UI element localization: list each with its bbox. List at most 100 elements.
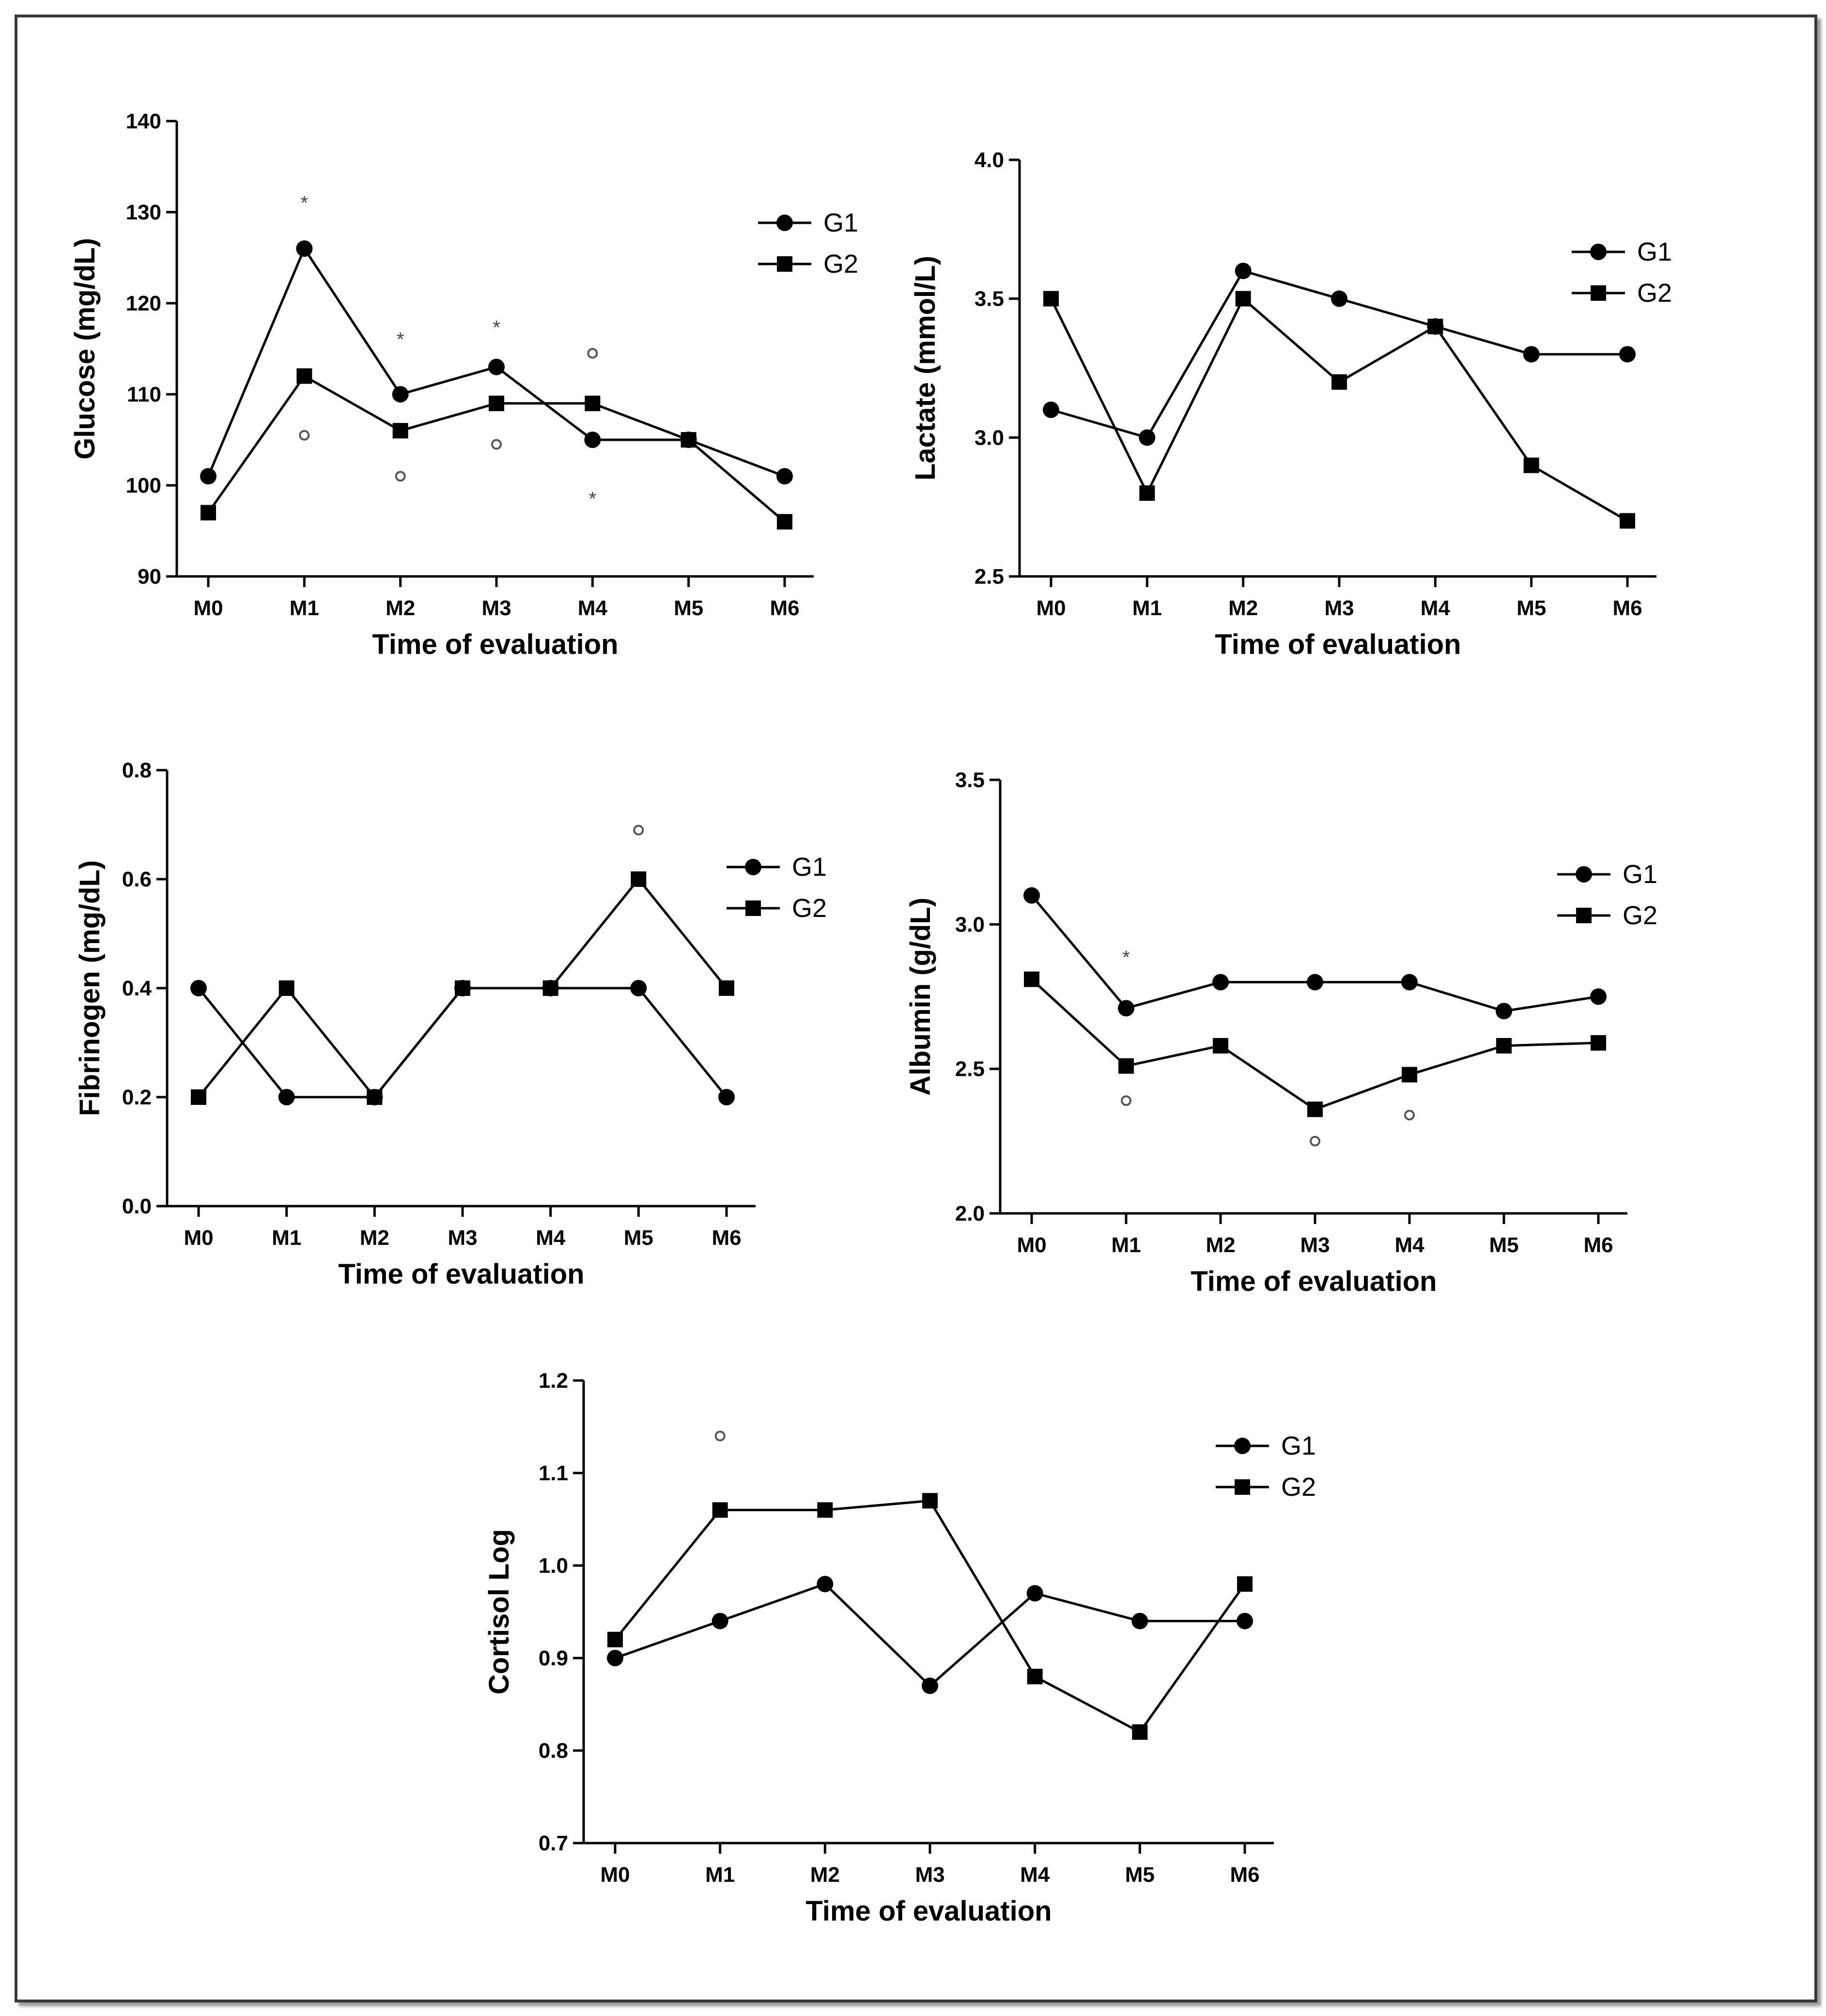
marker-g1 <box>630 980 647 996</box>
x-tick-label: M4 <box>536 1226 566 1250</box>
y-tick-label: 120 <box>126 292 161 315</box>
x-tick-label: M3 <box>915 1863 944 1887</box>
x-tick-label: M1 <box>1132 596 1162 620</box>
marker-g2 <box>712 1502 728 1518</box>
marker-g1 <box>1043 402 1059 418</box>
legend-marker <box>1590 244 1607 260</box>
y-tick-label: 100 <box>126 474 161 497</box>
x-tick-label: M2 <box>1206 1233 1235 1257</box>
x-tick-label: M3 <box>481 596 511 620</box>
x-tick-label: M6 <box>770 596 799 620</box>
marker-g2 <box>777 514 792 530</box>
legend-marker <box>745 859 761 875</box>
marker-g2 <box>607 1631 623 1647</box>
x-tick-label: M0 <box>1036 596 1066 620</box>
marker-g2 <box>392 423 408 439</box>
x-tick-label: M3 <box>448 1226 477 1250</box>
marker-g1 <box>200 468 217 485</box>
marker-g2 <box>489 395 504 411</box>
marker-g2 <box>279 980 294 996</box>
x-tick-label: M3 <box>1324 596 1354 620</box>
y-tick-label: 3.0 <box>975 426 1004 450</box>
legend-label: G1 <box>823 208 858 237</box>
x-tick-label: M1 <box>1111 1233 1141 1257</box>
x-tick-label: M5 <box>674 596 703 620</box>
marker-g1 <box>392 386 409 403</box>
marker-g2 <box>631 871 647 887</box>
series-line-g2 <box>614 1499 1246 1734</box>
y-tick-label: 0.0 <box>122 1194 152 1218</box>
marker-g2 <box>1027 1669 1043 1685</box>
marker-g1 <box>278 1089 295 1105</box>
legend-label: G2 <box>1623 901 1657 930</box>
annotation-degree <box>1121 1095 1131 1106</box>
y-tick-label: 3.5 <box>975 287 1004 311</box>
marker-g1 <box>190 980 207 996</box>
marker-g1 <box>1118 1000 1134 1017</box>
x-tick-label: M0 <box>193 596 223 620</box>
marker-g1 <box>584 432 601 448</box>
marker-g1 <box>1590 988 1607 1005</box>
marker-g1 <box>1139 429 1156 446</box>
y-tick-label: 2.0 <box>955 1202 985 1225</box>
annotation-asterisk: * <box>301 192 309 214</box>
marker-g1 <box>1401 974 1418 991</box>
chart-5: 0.7 0.8 0.9 1.0 1.1 1.2 M0 M1 M2 M3 M4 M5 M6 Time of … <box>483 1369 1316 1927</box>
annotation-degree <box>587 348 598 359</box>
y-tick-label: 0.4 <box>122 977 152 1000</box>
marker-g1 <box>488 358 505 375</box>
legend-marker <box>1576 908 1592 923</box>
y-tick-label: 110 <box>127 383 161 406</box>
legend-label: G2 <box>792 894 827 923</box>
marker-g2 <box>1024 971 1039 987</box>
marker-g1 <box>1212 974 1229 991</box>
annotation-degree <box>491 439 502 450</box>
y-axis-label: Fibrinogen (mg/dL) <box>74 860 106 1116</box>
x-tick-label: M6 <box>712 1226 741 1250</box>
marker-g2 <box>1496 1038 1512 1054</box>
marker-g2 <box>585 395 601 411</box>
x-tick-label: M6 <box>1583 1233 1613 1257</box>
y-axis-label: Lactate (mmol/L) <box>910 256 941 481</box>
x-tick-label: M3 <box>1300 1233 1330 1257</box>
x-tick-label: M2 <box>1228 596 1258 620</box>
marker-g1 <box>296 240 313 257</box>
annotation-asterisk: * <box>1122 947 1130 968</box>
marker-g1 <box>1496 1003 1512 1020</box>
x-tick-label: M6 <box>1230 1863 1259 1887</box>
legend-label: G1 <box>792 853 827 882</box>
marker-g2 <box>817 1502 833 1518</box>
marker-g2 <box>922 1493 938 1509</box>
marker-g2 <box>1235 291 1251 307</box>
x-tick-label: M4 <box>1421 596 1451 620</box>
marker-g2 <box>1620 513 1635 529</box>
y-tick-label: 4.0 <box>975 148 1004 172</box>
marker-g2 <box>1132 1724 1148 1740</box>
marker-g2 <box>1307 1101 1323 1117</box>
marker-g2 <box>191 1089 206 1105</box>
marker-g1 <box>1331 290 1347 307</box>
marker-g1 <box>922 1677 938 1694</box>
marker-g2 <box>296 368 312 384</box>
y-axis-label: Albumin (g/dL) <box>905 898 936 1096</box>
legend-label: G1 <box>1623 860 1657 889</box>
x-axis-label: Time of evaluation <box>372 629 618 660</box>
x-axis-label: Time of evaluation <box>1215 629 1461 660</box>
y-axis-label: Cortisol Log <box>483 1529 515 1695</box>
x-axis-label: Time of evaluation <box>338 1258 584 1290</box>
x-tick-label: M5 <box>624 1226 653 1250</box>
marker-g2 <box>1331 374 1347 390</box>
marker-g1 <box>1026 1585 1043 1602</box>
annotation-degree <box>1310 1135 1320 1147</box>
y-tick-label: 140 <box>126 109 161 133</box>
x-axis-label: Time of evaluation <box>1191 1266 1437 1297</box>
marker-g2 <box>1213 1038 1228 1054</box>
marker-g1 <box>607 1650 623 1666</box>
y-tick-label: 2.5 <box>955 1057 985 1081</box>
marker-g1 <box>1523 346 1540 363</box>
marker-g2 <box>1523 457 1539 473</box>
legend-marker <box>745 900 761 916</box>
marker-g2 <box>367 1089 383 1105</box>
series-line-g1 <box>615 1582 1245 1688</box>
y-tick-label: 0.7 <box>539 1831 568 1855</box>
